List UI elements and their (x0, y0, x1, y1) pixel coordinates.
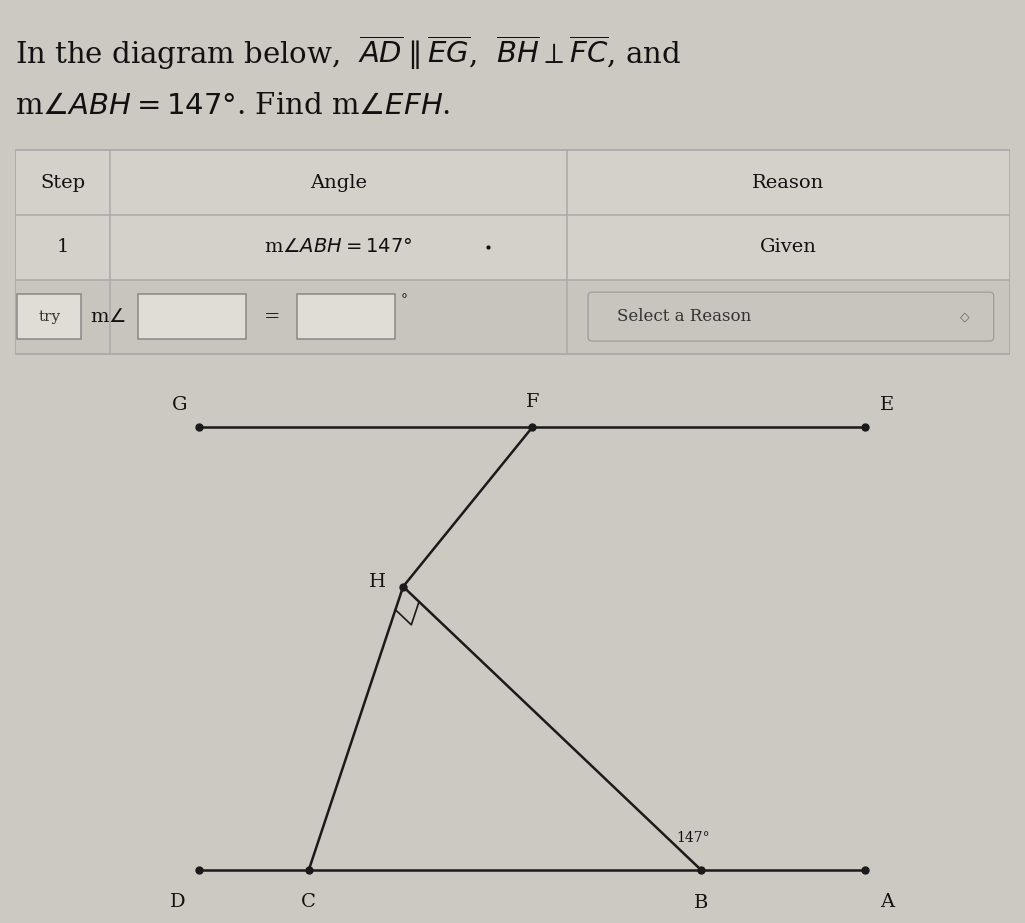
Text: ◇: ◇ (960, 310, 970, 323)
FancyBboxPatch shape (15, 215, 1010, 280)
FancyBboxPatch shape (297, 294, 396, 340)
FancyBboxPatch shape (15, 150, 1010, 215)
Text: =: = (263, 307, 280, 326)
Text: 147°: 147° (676, 832, 710, 845)
Text: G: G (171, 396, 188, 414)
Text: m$\angle ABH = 147°$. Find m$\angle EFH$.: m$\angle ABH = 147°$. Find m$\angle EFH$… (15, 92, 451, 120)
Text: B: B (694, 893, 708, 912)
Text: 1: 1 (56, 238, 69, 257)
Text: D: D (169, 893, 186, 911)
Text: m$\angle ABH = 147°$: m$\angle ABH = 147°$ (264, 238, 413, 257)
FancyBboxPatch shape (588, 292, 993, 342)
Text: A: A (880, 893, 895, 911)
Text: F: F (526, 393, 539, 411)
FancyBboxPatch shape (17, 294, 81, 340)
Text: E: E (880, 396, 895, 414)
Text: °: ° (400, 293, 407, 307)
Text: H: H (369, 572, 385, 591)
Text: Step: Step (40, 174, 85, 192)
FancyBboxPatch shape (137, 294, 246, 340)
Text: C: C (301, 893, 316, 911)
Text: try: try (38, 309, 60, 324)
FancyBboxPatch shape (15, 280, 1010, 354)
Text: m$\angle$: m$\angle$ (90, 307, 126, 326)
Text: Given: Given (760, 238, 817, 257)
Text: Angle: Angle (310, 174, 367, 192)
Text: Select a Reason: Select a Reason (617, 308, 751, 325)
Text: In the diagram below,  $\overline{AD} \parallel \overline{EG}$,  $\overline{BH} : In the diagram below, $\overline{AD} \pa… (15, 33, 682, 72)
Text: Reason: Reason (752, 174, 824, 192)
